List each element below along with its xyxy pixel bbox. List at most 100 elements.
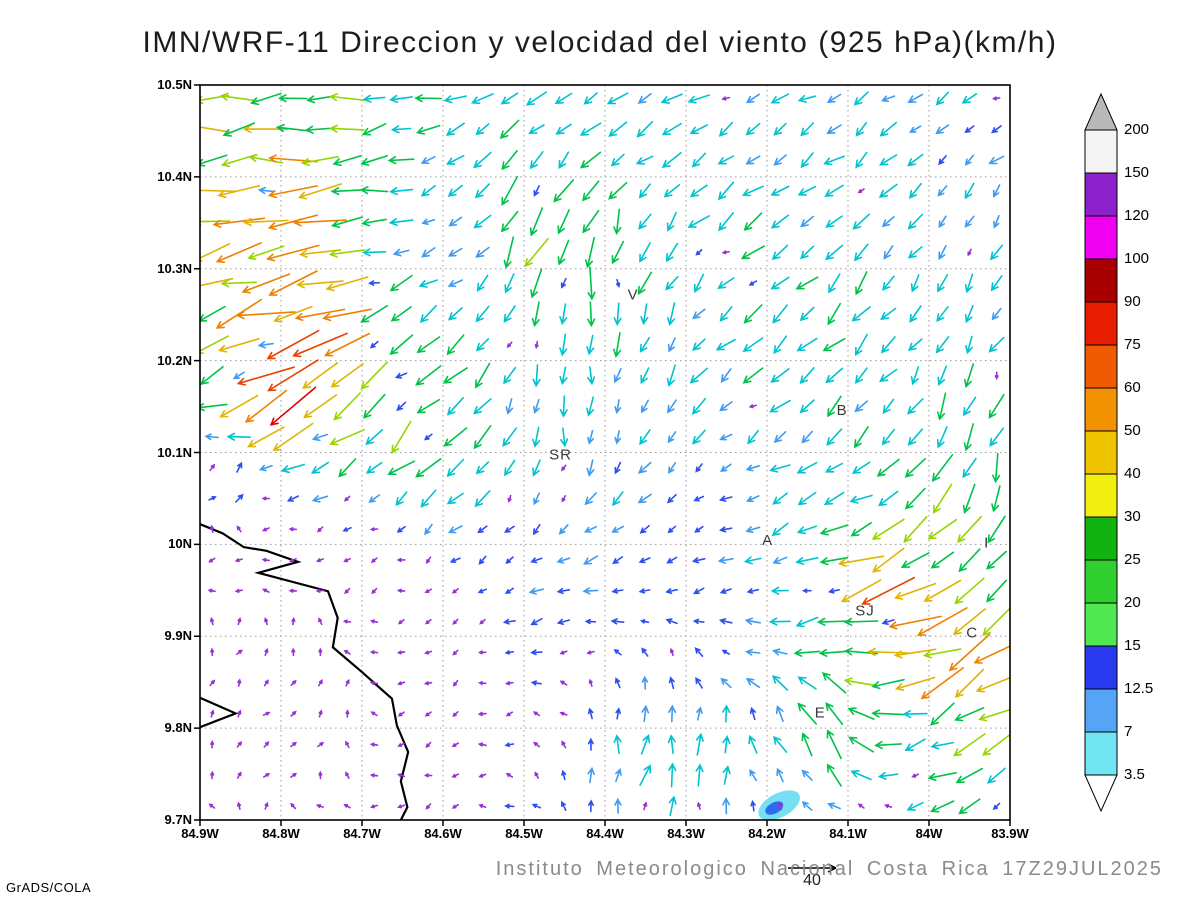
- wind-arrow: [825, 215, 843, 228]
- wind-arrow: [689, 184, 708, 198]
- wind-arrow: [267, 185, 318, 199]
- wind-arrow: [904, 458, 926, 478]
- wind-arrow: [613, 332, 622, 358]
- wind-arrow: [420, 184, 436, 197]
- wind-arrow: [614, 677, 621, 689]
- wind-arrow: [300, 155, 339, 166]
- wind-arrow: [500, 92, 519, 105]
- wind-arrow: [587, 737, 594, 751]
- wind-arrow: [669, 647, 674, 656]
- wind-arrow: [770, 276, 790, 290]
- wind-arrow: [560, 464, 567, 472]
- wind-arrow: [474, 183, 491, 199]
- wind-arrow: [667, 337, 676, 353]
- wind-arrow: [582, 587, 599, 595]
- wind-arrow: [851, 461, 871, 474]
- wind-arrow: [424, 523, 433, 536]
- wind-arrow: [248, 154, 284, 164]
- wind-arrow: [935, 124, 950, 135]
- wind-arrow: [606, 92, 629, 105]
- wind-arrow: [613, 302, 622, 326]
- wind-arrow: [639, 336, 651, 353]
- colorbar-segment: [1084, 172, 1118, 217]
- wind-arrow: [288, 588, 298, 593]
- wind-arrow: [718, 121, 734, 137]
- wind-arrow: [954, 707, 985, 722]
- wind-arrow: [329, 124, 365, 133]
- wind-arrow: [903, 515, 928, 543]
- wind-arrow: [665, 242, 679, 263]
- reference-vector-label: 40: [803, 872, 821, 889]
- wind-arrow: [717, 556, 734, 564]
- colorbar-level-label: 40: [1124, 465, 1141, 482]
- wind-arrow: [365, 428, 384, 446]
- wind-arrow: [988, 393, 1005, 419]
- wind-arrow: [219, 92, 258, 102]
- wind-arrow: [416, 398, 440, 414]
- wind-arrow: [775, 705, 784, 722]
- wind-arrow: [219, 394, 259, 418]
- wind-arrow: [799, 245, 815, 260]
- wind-arrow: [769, 464, 791, 473]
- wind-arrow: [772, 304, 788, 324]
- wind-arrow: [749, 769, 758, 782]
- wind-arrow: [528, 587, 545, 595]
- wind-arrow: [852, 213, 871, 230]
- wind-arrow: [909, 125, 922, 133]
- wind-arrow: [587, 799, 594, 813]
- wind-arrow: [209, 679, 216, 687]
- colorbar-level-label: 150: [1124, 164, 1150, 181]
- wind-arrow: [330, 363, 364, 388]
- wind-arrow: [930, 702, 955, 726]
- wind-arrow: [871, 709, 905, 718]
- colorbar-level-label: 75: [1124, 336, 1141, 353]
- wind-arrow: [667, 302, 676, 327]
- wind-arrow: [661, 122, 682, 136]
- wind-arrow: [826, 124, 842, 135]
- wind-arrow: [695, 249, 703, 256]
- wind-arrow: [531, 301, 540, 328]
- wind-arrow: [717, 155, 735, 165]
- wind-arrow: [822, 337, 846, 352]
- wind-arrow: [530, 618, 543, 626]
- colorbar-level-label: 30: [1124, 508, 1141, 525]
- wind-arrow: [342, 527, 352, 532]
- wind-arrow: [506, 341, 513, 349]
- wind-arrow: [930, 551, 955, 569]
- wind-arrow: [557, 239, 570, 266]
- wind-arrow: [770, 93, 790, 104]
- wind-arrow: [937, 274, 949, 293]
- wind-arrow: [719, 306, 733, 322]
- wind-arrow: [641, 704, 650, 723]
- wind-arrow: [823, 155, 845, 166]
- wind-arrow: [613, 648, 622, 656]
- wind-arrow: [397, 804, 406, 809]
- wind-arrow: [582, 180, 600, 202]
- wind-arrow: [304, 125, 336, 134]
- wind-arrow: [397, 742, 405, 747]
- plot-canvas: V B SR A SJ C E I: [194, 84, 1011, 826]
- wind-arrow: [874, 740, 902, 750]
- wind-arrow: [507, 494, 512, 503]
- wind-arrow: [824, 462, 844, 473]
- wind-arrow: [850, 770, 872, 781]
- wind-arrow: [208, 496, 217, 501]
- wind-arrow: [742, 367, 764, 384]
- wind-arrow: [793, 648, 821, 657]
- x-tick-label: 84.3W: [667, 826, 705, 841]
- wind-arrow: [533, 492, 541, 506]
- wind-arrow: [958, 798, 981, 815]
- wind-arrow: [954, 577, 985, 605]
- wind-arrow: [850, 522, 872, 537]
- wind-arrow: [824, 244, 844, 261]
- wind-arrow: [369, 340, 379, 349]
- y-tick-label: 10.1N: [157, 444, 192, 460]
- wind-arrow: [234, 558, 243, 563]
- colorbar-segment: [1084, 430, 1118, 475]
- wind-arrow: [800, 215, 815, 228]
- wind-arrow: [721, 250, 730, 255]
- wind-arrow: [992, 96, 1001, 101]
- wind-arrow: [294, 308, 346, 322]
- wind-arrow: [992, 802, 1001, 811]
- reference-vector-arrow: [788, 863, 837, 873]
